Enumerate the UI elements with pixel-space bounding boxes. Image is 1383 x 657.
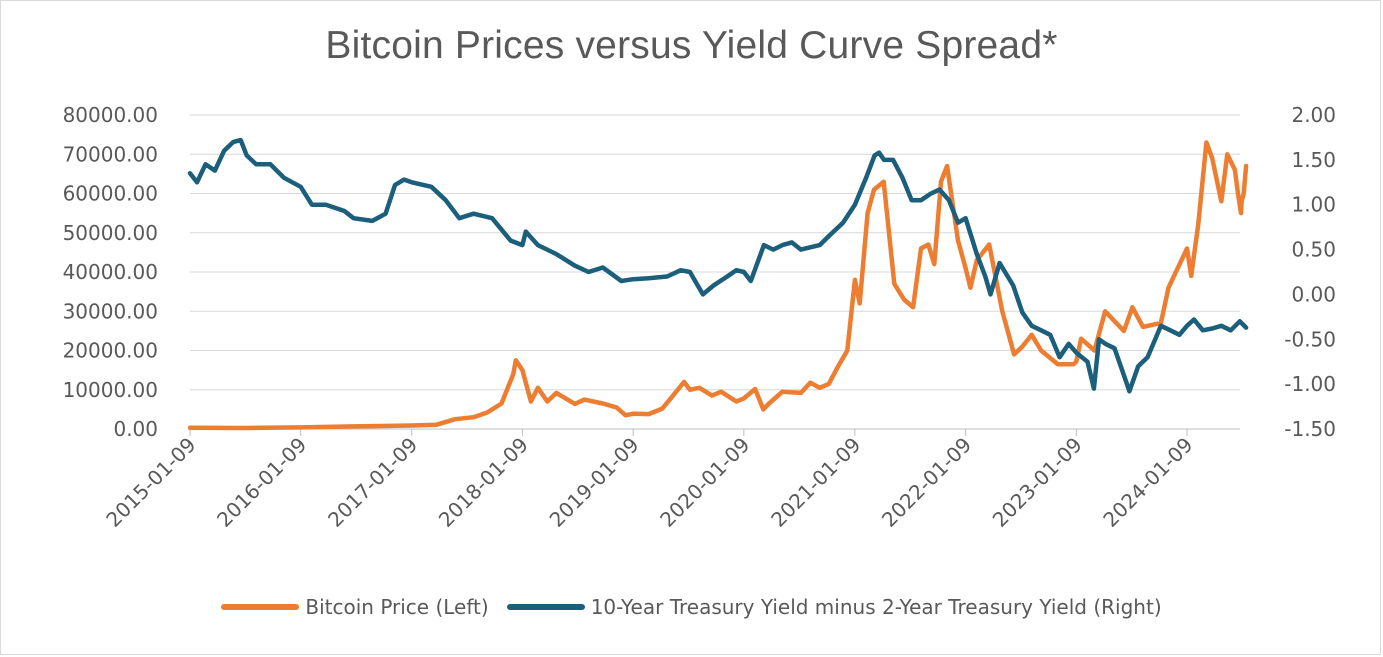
yield-spread-line [187, 137, 1249, 394]
gridlines [190, 114, 1240, 391]
x-tick-label: 2024-01-09 [1098, 433, 1197, 532]
left-tick-label: 40000.00 [63, 260, 158, 284]
right-tick-label: 2.00 [1291, 103, 1336, 127]
left-tick-label: 70000.00 [63, 142, 158, 166]
legend-swatch-yield-spread [506, 604, 585, 610]
legend-label-bitcoin: Bitcoin Price (Left) [305, 595, 489, 619]
x-tick-label: 2019-01-09 [545, 433, 644, 532]
right-tick-label: -1.50 [1284, 417, 1336, 441]
left-tick-label: 10000.00 [63, 378, 158, 402]
x-axis: 2015-01-09 2016-01-09 2017-01-09 2018-01-09… [101, 428, 1240, 532]
right-tick-label: 0.50 [1291, 238, 1336, 262]
x-tick-label: 2016-01-09 [212, 433, 311, 532]
x-tick-label: 2020-01-09 [655, 433, 754, 532]
left-tick-label: 30000.00 [63, 299, 158, 323]
legend-swatch-bitcoin [221, 604, 300, 610]
legend-label-yield-spread: 10-Year Treasury Yield minus 2-Year Trea… [590, 595, 1162, 619]
left-tick-label: 0.00 [113, 417, 158, 441]
left-tick-label: 80000.00 [63, 103, 158, 127]
left-tick-label: 60000.00 [63, 182, 158, 206]
x-tick-label: 2023-01-09 [988, 433, 1087, 532]
x-tick-label: 2017-01-09 [323, 433, 422, 532]
right-tick-label: 0.00 [1291, 282, 1336, 306]
bitcoin-price-line [187, 140, 1249, 431]
right-tick-label: 1.50 [1291, 148, 1336, 172]
left-tick-label: 20000.00 [63, 339, 158, 363]
left-tick-label: 50000.00 [63, 221, 158, 245]
right-tick-label: -1.00 [1284, 372, 1336, 396]
legend: Bitcoin Price (Left) 10-Year Treasury Yi… [0, 590, 1383, 624]
chart-title: Bitcoin Prices versus Yield Curve Spread… [325, 24, 1058, 67]
series-lines [187, 137, 1249, 431]
legend-item-yield-spread: 10-Year Treasury Yield minus 2-Year Trea… [506, 595, 1162, 619]
left-y-axis: 0.00 10000.00 20000.00 30000.00 40000.00 5000… [63, 103, 158, 441]
x-tick-label: 2018-01-09 [434, 433, 533, 532]
x-tick-label: 2022-01-09 [877, 433, 976, 532]
x-tick-label: 2015-01-09 [101, 433, 200, 532]
right-tick-label: 1.00 [1291, 193, 1336, 217]
x-tick-label: 2021-01-09 [766, 433, 865, 532]
right-y-axis: -1.50 -1.00 -0.50 0.00 0.50 1.00 1.50 2.00 [1284, 103, 1336, 441]
right-tick-label: -0.50 [1284, 327, 1336, 351]
legend-item-bitcoin: Bitcoin Price (Left) [221, 595, 489, 619]
